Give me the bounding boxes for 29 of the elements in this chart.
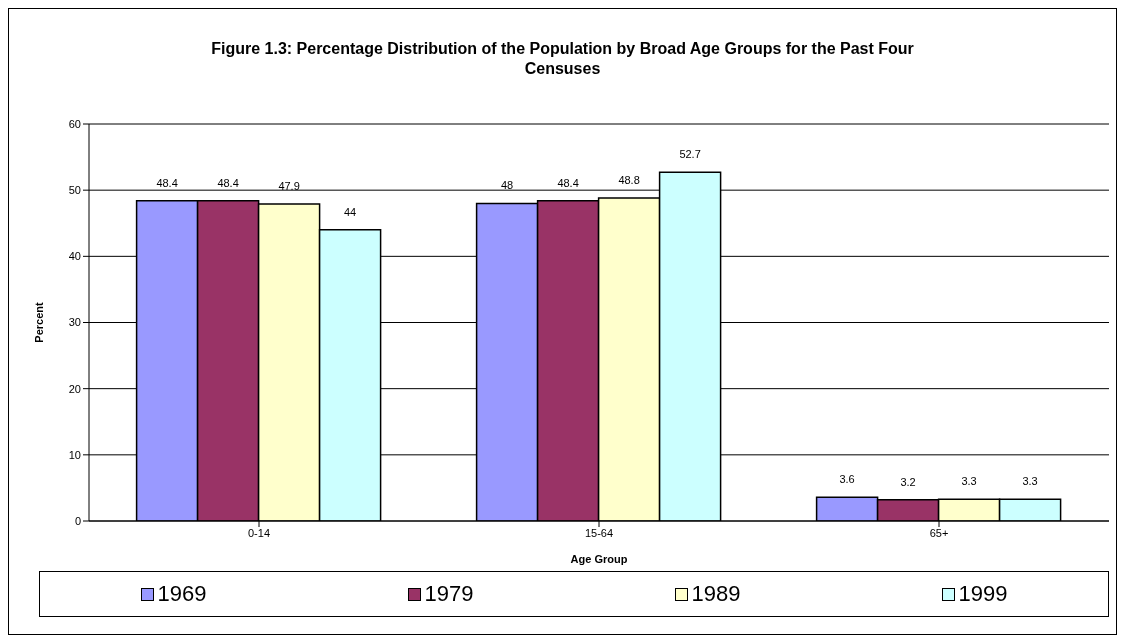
data-label: 48.4 <box>217 176 239 189</box>
y-tick-label: 10 <box>68 448 81 461</box>
data-label: 47.9 <box>278 180 300 193</box>
x-tick-label: 0-14 <box>247 526 271 539</box>
y-tick-label: 60 <box>68 117 81 130</box>
x-axis-title: Age Group <box>570 553 628 565</box>
data-label: 3.6 <box>839 473 855 486</box>
y-tick-label: 0 <box>74 514 81 527</box>
data-label: 52.7 <box>679 148 701 161</box>
data-label: 48.4 <box>156 176 178 189</box>
y-tick-label: 30 <box>68 316 81 329</box>
x-tick-label: 15-64 <box>584 526 614 539</box>
data-label: 44 <box>343 205 357 218</box>
data-label: 48.4 <box>557 176 579 189</box>
data-label: 3.3 <box>961 475 977 488</box>
data-label: 3.2 <box>900 475 916 488</box>
y-axis-title: Percent <box>32 301 45 343</box>
x-tick-label: 65+ <box>929 526 949 539</box>
legend-label: 1979 <box>423 581 474 607</box>
y-tick-label: 20 <box>68 382 81 395</box>
y-tick-label: 50 <box>68 184 81 197</box>
data-label: 48 <box>500 179 514 192</box>
legend-label: 1999 <box>957 581 1008 607</box>
chart-title: Figure 1.3: Percentage Distribution of the Population by Broad Age Groups for the Past Four Censuses <box>210 39 915 79</box>
legend-label: 1969 <box>156 581 207 607</box>
data-label: 48.8 <box>618 174 640 187</box>
data-label: 3.3 <box>1022 475 1038 488</box>
y-tick-label: 40 <box>68 250 81 263</box>
legend-label: 1989 <box>690 581 741 607</box>
